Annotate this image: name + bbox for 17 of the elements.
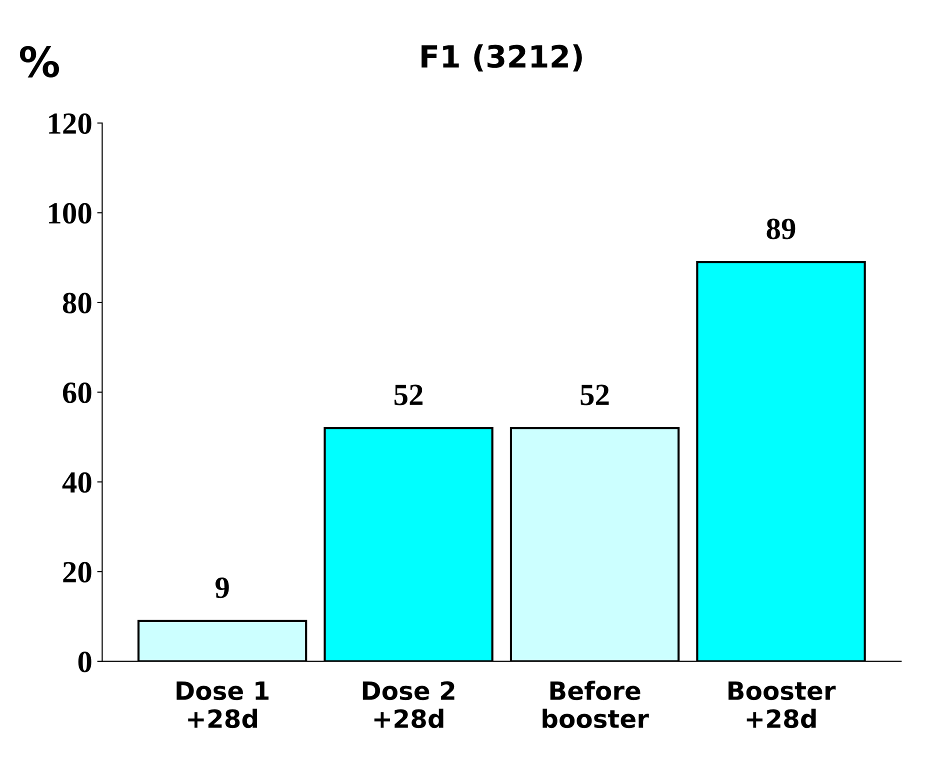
x-tick-label: Dose 2 +28d (362, 681, 454, 728)
y-tick-label: 80 (62, 292, 92, 314)
x-tick-label: Booster +28d (728, 682, 836, 728)
y-tick-label: 40 (62, 472, 92, 493)
data-label: 89 (766, 218, 796, 240)
y-tick-label: 100 (49, 203, 92, 224)
y-tick-label: 120 (49, 113, 92, 134)
data-label: 52 (580, 384, 609, 406)
y-tick-label: 20 (63, 562, 92, 583)
chart-title: F1 (3212) (422, 44, 582, 72)
y-axis-title: % (20, 46, 60, 78)
y-tick-label: 60 (62, 382, 92, 404)
data-label: 52 (394, 384, 423, 406)
data-label: 9 (216, 578, 229, 598)
y-tick-label: 0 (78, 652, 92, 672)
x-tick-label: Before booster (542, 680, 649, 728)
x-tick-label: Dose 1 +28d (176, 682, 269, 728)
